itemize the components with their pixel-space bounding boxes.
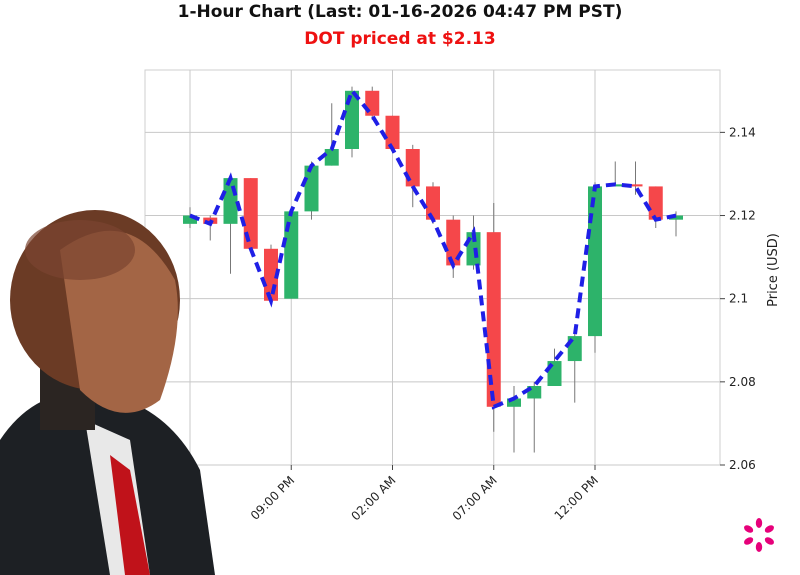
logo-dot [743,537,754,545]
candle-body [345,90,359,149]
figure-illustration [0,210,215,575]
y-tick-label: 2.08 [729,375,756,389]
candle-body [284,211,299,299]
logo-dot [755,518,763,528]
candle-body [385,115,400,149]
candle-body [648,186,663,220]
y-axis-label: Price (USD) [766,233,781,307]
logo-dot [764,525,775,533]
chart-subtitle: DOT priced at $2.13 [304,29,495,49]
candle-body [507,398,521,407]
candle-body [243,178,258,249]
x-tick-label: 09:00 PM [248,473,297,522]
logo-dot [764,537,775,545]
candle-body [223,178,238,224]
plot-area: 2.062.082.12.122.1404:00 PM09:00 PM02:00… [144,69,756,523]
close-trend-line [189,86,677,410]
x-tick-label: 02:00 AM [348,473,398,523]
x-tick-label: 07:00 AM [450,473,500,523]
logo [743,518,775,552]
candle-body [669,215,683,220]
candle-body [588,186,602,337]
plot-frame [144,69,721,466]
chart-title: 1-Hour Chart (Last: 01-16-2026 04:47 PM … [178,2,623,22]
candle-body [183,215,197,224]
candle-body [426,186,440,220]
candle-body [324,149,339,166]
candle-body [304,165,319,212]
x-tick-label: 12:00 PM [552,473,601,522]
y-tick-label: 2.14 [729,125,756,139]
logo-dot [755,542,763,552]
y-tick-label: 2.1 [729,292,748,306]
y-tick-label: 2.06 [729,458,756,472]
logo-dot [743,525,754,533]
y-tick-label: 2.12 [729,209,756,223]
candle-body [628,184,643,187]
candle-body [446,219,461,266]
